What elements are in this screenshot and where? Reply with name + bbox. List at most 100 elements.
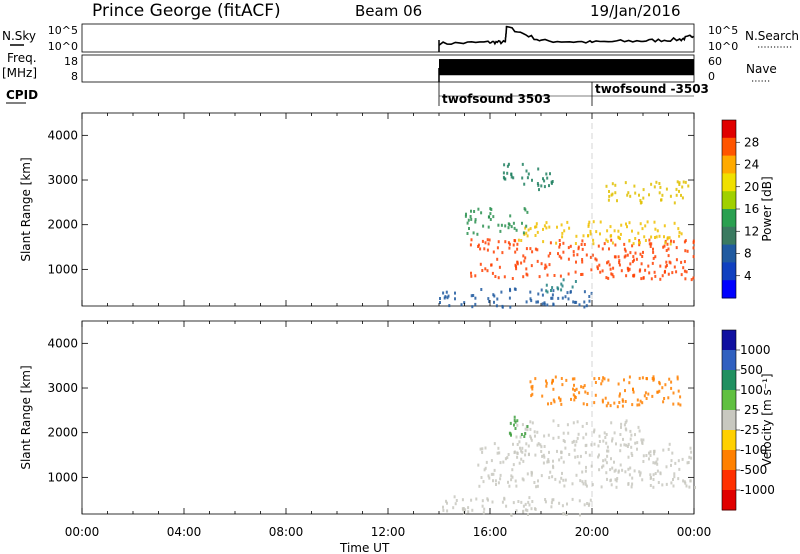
velocity-echo-cell: [584, 390, 587, 394]
power-echo-cell: [525, 231, 528, 235]
power-echo-cell: [577, 247, 580, 251]
velocity-echo-cell: [614, 468, 617, 472]
velocity-echo-cell: [547, 433, 550, 437]
velocity-echo-cell: [544, 498, 547, 501]
power-echo-cell: [477, 245, 480, 248]
velocity-echo-cell: [511, 468, 514, 472]
power-colorbar-swatch: [722, 262, 736, 281]
velocity-echo-cell: [586, 403, 589, 407]
velocity-echo-cell: [578, 461, 581, 465]
power-echo-cell: [551, 296, 554, 300]
velocity-echo-cell: [558, 501, 561, 505]
velocity-echo-cell: [521, 446, 524, 450]
velocity-echo-cell: [626, 445, 629, 448]
velocity-echo-cell: [484, 446, 487, 450]
power-echo-cell: [587, 234, 590, 238]
power-echo-cell: [496, 246, 499, 250]
velocity-echo-cell: [594, 381, 597, 384]
power-echo-cell: [561, 296, 564, 300]
velocity-echo-cell: [527, 444, 530, 448]
beam-label: Beam 06: [355, 2, 422, 20]
velocity-echo-cell: [685, 484, 688, 488]
power-echo-cell: [606, 239, 609, 243]
velocity-echo-cell: [576, 436, 579, 440]
velocity-echo-cell: [516, 452, 519, 455]
velocity-echo-cell: [499, 473, 502, 477]
velocity-echo-cell: [668, 377, 671, 381]
velocity-echo-cell: [493, 468, 496, 472]
power-echo-cell: [564, 295, 567, 299]
velocity-echo-cell: [638, 429, 641, 433]
velocity-echo-cell: [502, 460, 505, 464]
velocity-echo-cell: [510, 474, 513, 478]
power-echo-cell: [611, 182, 614, 186]
power-echo-cell: [523, 182, 526, 186]
velocity-echo-cell: [613, 460, 615, 464]
power-echo-cell: [460, 303, 463, 307]
power-echo-cell: [669, 261, 672, 265]
power-echo-cell: [572, 300, 575, 304]
power-echo-cell: [642, 276, 645, 280]
velocity-echo-cell: [547, 460, 550, 464]
power-echo-cell: [629, 251, 632, 255]
velocity-echo-cell: [529, 434, 532, 438]
velocity-colorbar-frame: [721, 329, 737, 511]
velocity-echo-cell: [515, 509, 518, 513]
power-echo-cell: [624, 249, 627, 253]
power-echo-cell: [515, 228, 518, 232]
velocity-echo-cell: [552, 398, 555, 402]
power-echo-cell: [610, 238, 613, 242]
power-echo-cell: [521, 176, 524, 180]
power-echo-cell: [543, 302, 546, 306]
velocity-echo-cell: [677, 459, 680, 463]
velocity-echo-cell: [564, 446, 567, 450]
velocity-colorbar-swatch: [722, 330, 736, 351]
power-ytick-label: 3000: [47, 173, 78, 187]
velocity-echo-cell: [522, 510, 525, 514]
power-echo-cell: [486, 238, 489, 242]
power-echo-cell: [608, 190, 610, 193]
velocity-echo-cell: [547, 402, 549, 406]
velocity-echo-cell: [572, 439, 575, 443]
power-echo-cell: [655, 235, 658, 239]
power-echo-cell: [661, 274, 664, 278]
power-echo-cell: [480, 211, 483, 215]
power-echo-cell: [611, 273, 614, 277]
velocity-echo-cell: [497, 446, 500, 450]
power-echo-cell: [504, 240, 507, 244]
velocity-echo-cell: [587, 503, 590, 507]
power-echo-cell: [596, 267, 599, 271]
velocity-echo-cell: [631, 403, 634, 407]
velocity-echo-cell: [581, 470, 584, 474]
power-echo-cell: [468, 227, 470, 230]
velocity-echo-cell: [611, 439, 613, 443]
power-echo-cell: [558, 239, 561, 242]
power-echo-cell: [536, 182, 539, 185]
power-echo-cell: [678, 234, 681, 238]
power-echo-cell: [617, 229, 620, 233]
velocity-echo-cell: [575, 387, 578, 391]
power-echo-cell: [632, 274, 635, 278]
power-echo-cell: [507, 162, 510, 166]
power-echo-cell: [578, 303, 581, 307]
velocity-echo-cell: [629, 437, 632, 441]
power-echo-cell: [605, 184, 608, 188]
power-echo-cell: [652, 256, 655, 260]
power-echo-cell: [557, 296, 560, 300]
power-echo-cell: [692, 246, 695, 250]
power-echo-cell: [692, 239, 695, 243]
power-echo-cell: [535, 300, 538, 304]
velocity-echo-cell: [540, 450, 543, 453]
power-echo-cell: [626, 193, 629, 197]
velocity-echo-cell: [529, 420, 532, 424]
velocity-echo-cell: [649, 473, 652, 477]
velocity-echo-cell: [582, 436, 585, 440]
velocity-echo-cell: [560, 377, 563, 380]
noise-left-tick: 10^0: [48, 40, 78, 53]
velocity-echo-cell: [642, 438, 645, 442]
velocity-echo-cell: [562, 460, 565, 464]
power-echo-cell: [574, 270, 577, 274]
power-echo-cell: [561, 231, 564, 235]
velocity-echo-cell: [643, 394, 646, 398]
power-echo-cell: [672, 240, 675, 244]
